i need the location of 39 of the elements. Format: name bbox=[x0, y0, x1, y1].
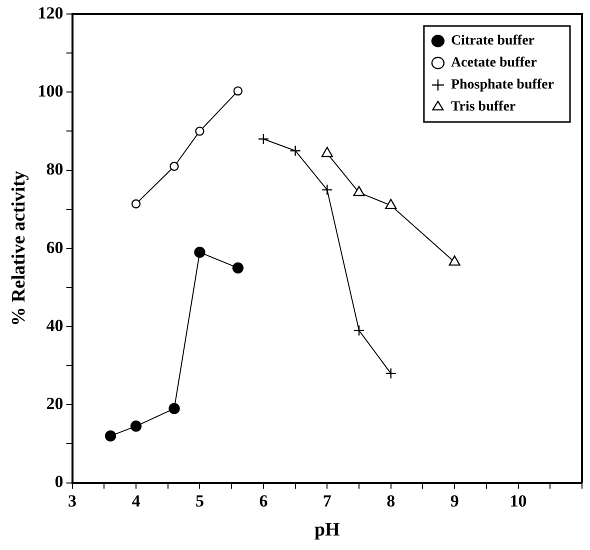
point bbox=[448, 255, 460, 266]
legend-label: Acetate buffer bbox=[450, 56, 537, 71]
point bbox=[321, 146, 333, 158]
y-tick-label: 100 bbox=[38, 82, 64, 101]
point bbox=[290, 145, 301, 156]
y-tick-label: 0 bbox=[54, 472, 64, 492]
x-tick-label: 7 bbox=[322, 491, 332, 510]
point bbox=[232, 262, 244, 274]
x-axis-title: pH bbox=[314, 520, 340, 541]
point bbox=[353, 324, 365, 336]
point bbox=[322, 184, 333, 196]
legend-label: Citrate buffer bbox=[450, 34, 535, 49]
point bbox=[385, 368, 396, 380]
point bbox=[353, 186, 365, 196]
legend-label: Phosphate buffer bbox=[450, 78, 554, 93]
x-tick-label: 5 bbox=[195, 491, 204, 510]
y-tick-label: 20 bbox=[46, 394, 64, 414]
point bbox=[385, 198, 397, 210]
x-tick-label: 6 bbox=[259, 491, 268, 510]
point bbox=[170, 162, 179, 171]
point bbox=[233, 86, 243, 96]
x-tick-label: 4 bbox=[132, 491, 141, 510]
point bbox=[194, 246, 206, 258]
point bbox=[195, 126, 204, 136]
y-tick-label: 120 bbox=[38, 3, 64, 22]
y-axis-title: % Relative activity bbox=[8, 170, 30, 326]
legend-label: Tris buffer bbox=[450, 100, 516, 115]
x-tick-label: 8 bbox=[386, 491, 396, 510]
x-tick-label: 10 bbox=[510, 491, 527, 510]
point bbox=[131, 199, 141, 208]
y-tick-label: 60 bbox=[46, 238, 64, 257]
point bbox=[130, 420, 142, 432]
point bbox=[104, 430, 116, 442]
y-tick-label: 40 bbox=[46, 316, 64, 335]
x-tick-label: 3 bbox=[68, 491, 77, 510]
point bbox=[258, 133, 270, 145]
x-tick-label: 9 bbox=[450, 491, 459, 510]
point bbox=[168, 402, 180, 414]
y-tick-label: 80 bbox=[46, 160, 64, 179]
